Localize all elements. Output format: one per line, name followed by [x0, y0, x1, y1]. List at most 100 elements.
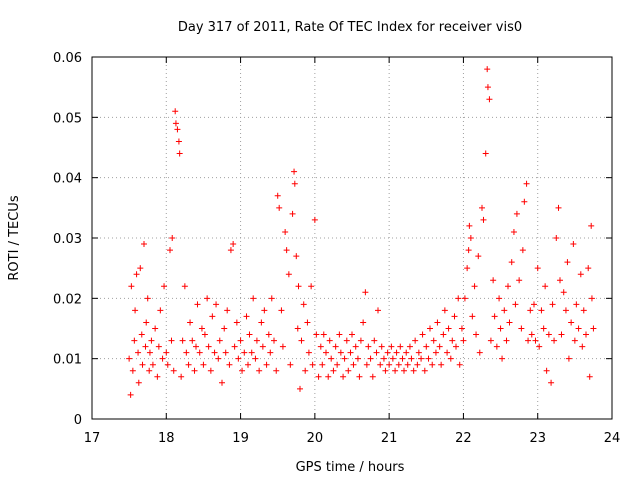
data-point	[133, 271, 140, 278]
data-point	[453, 343, 459, 350]
data-point	[451, 313, 458, 320]
data-point	[466, 222, 473, 229]
data-point	[201, 331, 208, 338]
data-point	[580, 307, 587, 314]
data-point	[341, 355, 348, 362]
data-point	[540, 325, 547, 332]
data-point	[237, 337, 244, 344]
data-point	[222, 349, 229, 356]
x-tick-label: 22	[455, 431, 472, 446]
data-points	[126, 66, 597, 398]
data-point	[332, 343, 339, 350]
data-point	[144, 295, 151, 302]
data-point	[410, 367, 417, 374]
data-point	[157, 307, 164, 314]
data-point	[289, 210, 296, 217]
data-point	[302, 367, 309, 374]
data-point	[194, 301, 201, 308]
y-tick-label: 0	[74, 413, 82, 428]
data-point	[258, 319, 265, 326]
data-point	[343, 337, 350, 344]
data-point	[543, 367, 550, 374]
data-point	[549, 301, 556, 308]
data-point	[513, 210, 520, 217]
data-point	[154, 373, 161, 380]
data-point	[430, 337, 437, 344]
data-point	[501, 307, 508, 314]
data-point	[518, 325, 525, 332]
data-point	[191, 367, 198, 374]
data-point	[384, 349, 391, 356]
data-point	[389, 355, 396, 362]
data-point	[525, 337, 532, 344]
data-point	[336, 331, 343, 338]
data-point	[521, 198, 528, 205]
data-point	[248, 349, 255, 356]
data-point	[527, 307, 534, 314]
data-point	[434, 319, 441, 326]
grid-lines	[92, 57, 612, 419]
data-point	[231, 343, 238, 350]
data-point	[519, 247, 526, 254]
data-point	[204, 295, 211, 302]
data-point	[412, 337, 419, 344]
data-point	[406, 343, 413, 350]
data-point	[444, 349, 451, 356]
data-point	[467, 235, 474, 241]
data-point	[345, 367, 352, 374]
data-point	[181, 283, 188, 290]
data-point	[298, 337, 305, 344]
data-point	[503, 337, 510, 344]
data-point	[479, 204, 485, 211]
data-point	[276, 204, 283, 211]
data-point	[139, 361, 146, 368]
data-point	[226, 361, 233, 368]
data-point	[536, 343, 543, 350]
data-point	[395, 361, 402, 368]
data-point	[458, 325, 465, 332]
data-point	[538, 307, 545, 314]
data-point	[128, 283, 135, 290]
data-point	[577, 271, 584, 278]
data-point	[557, 277, 563, 284]
data-point	[493, 343, 500, 350]
data-point	[198, 325, 205, 332]
data-point	[315, 373, 322, 380]
data-point	[319, 361, 326, 368]
data-point	[297, 385, 303, 392]
data-point	[570, 241, 577, 248]
x-tick-label: 18	[158, 431, 175, 446]
data-point	[465, 247, 472, 254]
data-point	[382, 367, 389, 374]
data-point	[367, 355, 374, 362]
data-point	[274, 192, 281, 199]
data-point	[279, 343, 286, 350]
x-axis-label: GPS time / hours	[296, 460, 405, 475]
data-point	[291, 168, 298, 175]
data-point	[484, 66, 491, 73]
data-point	[282, 228, 289, 235]
data-point	[427, 325, 433, 332]
data-point	[172, 120, 179, 127]
data-point	[213, 301, 220, 308]
data-point	[170, 367, 177, 374]
data-point	[211, 349, 218, 356]
x-tick-label: 21	[381, 431, 398, 446]
y-tick-label: 0.02	[53, 292, 82, 307]
data-point	[168, 337, 175, 344]
data-point	[588, 222, 595, 229]
data-point	[305, 349, 312, 356]
data-point	[506, 319, 513, 326]
data-point	[159, 355, 166, 362]
data-point	[464, 265, 471, 272]
data-point	[135, 349, 142, 356]
data-point	[205, 343, 212, 350]
data-point	[447, 355, 454, 362]
data-point	[142, 343, 149, 350]
data-point	[235, 355, 242, 362]
data-point	[393, 349, 400, 356]
data-point	[497, 325, 504, 332]
data-point	[429, 361, 436, 368]
data-point	[425, 355, 432, 362]
chart-title: Day 317 of 2011, Rate Of TEC Index for r…	[178, 20, 522, 35]
